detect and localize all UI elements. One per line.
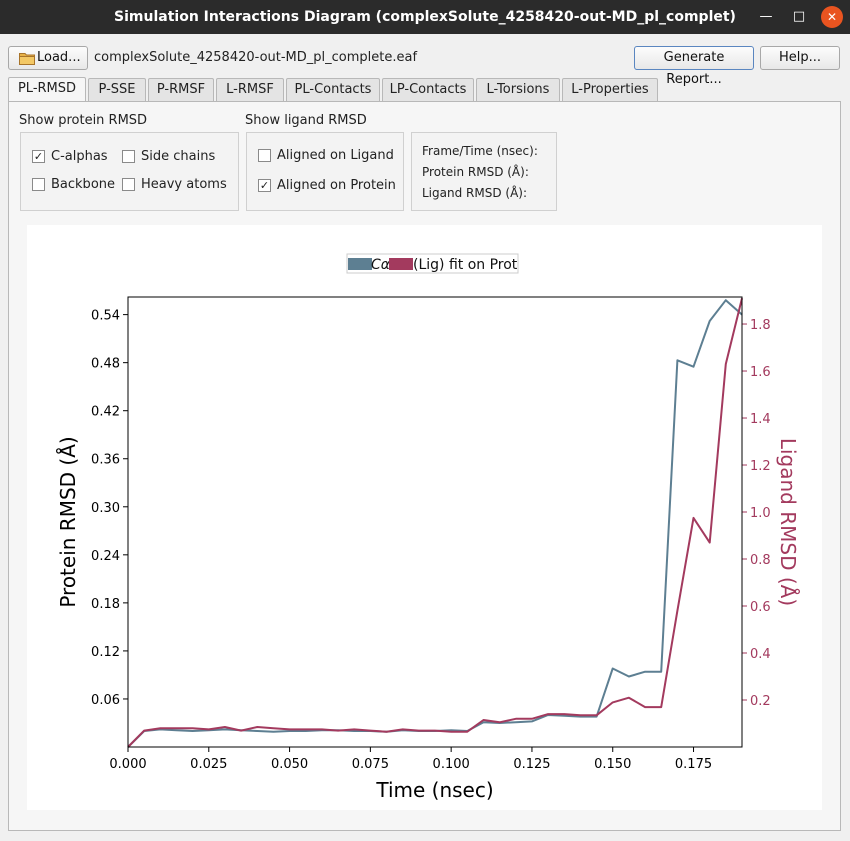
y2-tick-label: 0.2: [750, 694, 771, 709]
chart-lines: [127, 297, 743, 748]
aligned-on-ligand-checkbox[interactable]: Aligned on Ligand: [258, 148, 396, 164]
side-chains-label: Side chains: [141, 149, 216, 164]
c-alphas-label: C-alphas: [51, 149, 108, 164]
aligned-on-ligand-label: Aligned on Ligand: [277, 148, 394, 163]
pl-rmsd-panel: Show protein RMSD ✓ C-alphas Side chains…: [8, 101, 841, 831]
c-alphas-checkbox[interactable]: ✓ C-alphas: [32, 149, 122, 165]
x-tick-label: 0.175: [675, 757, 712, 772]
x-tick-label: 0.075: [352, 757, 389, 772]
help-button[interactable]: Help...: [760, 46, 840, 70]
y2-tick-label: 0.8: [750, 553, 771, 568]
title-bar: Simulation Interactions Diagram (complex…: [0, 0, 850, 34]
maximize-icon[interactable]: □: [792, 9, 806, 24]
checkmark-icon: ✓: [32, 150, 45, 163]
backbone-label: Backbone: [51, 177, 116, 192]
tab-p-rmsf[interactable]: P-RMSF: [148, 78, 214, 102]
y2-tick-label: 1.8: [750, 318, 771, 333]
plot-frame: [127, 296, 743, 748]
aligned-on-protein-label: Aligned on Protein: [277, 178, 396, 193]
y2-tick-label: 0.4: [750, 647, 771, 662]
tab-pl-contacts[interactable]: PL-Contacts: [286, 78, 380, 102]
load-button[interactable]: Load...: [8, 46, 88, 70]
x-tick-label: 0.125: [513, 757, 550, 772]
y2-tick-label: 1.2: [750, 459, 771, 474]
series-line-ligand: [127, 297, 743, 748]
generate-report-button[interactable]: Generate Report...: [634, 46, 754, 87]
minimize-icon[interactable]: —: [759, 9, 773, 24]
y-axis-label: Protein RMSD (Å): [56, 436, 80, 607]
y-tick-label: 0.36: [91, 453, 120, 468]
aligned-on-protein-checkbox[interactable]: ✓ Aligned on Protein: [258, 178, 396, 194]
y2-tick-label: 1.4: [750, 412, 771, 427]
y2-tick-label: 0.6: [750, 600, 771, 615]
chart-legend: Cα (Lig) fit on Prot: [346, 253, 519, 274]
ligand-group-label: Show ligand RMSD: [245, 113, 367, 128]
ligand-rmsd-group: Aligned on Ligand ✓ Aligned on Protein: [246, 132, 404, 211]
tab-l-rmsf[interactable]: L-RMSF: [216, 78, 284, 102]
x-tick-label: 0.100: [433, 757, 470, 772]
legend-swatch-calpha: [348, 258, 372, 270]
x-axis-label: Time (nsec): [375, 778, 493, 802]
tab-p-sse[interactable]: P-SSE: [88, 78, 146, 102]
checkmark-icon: ✓: [258, 179, 271, 192]
rmsd-chart: Cα (Lig) fit on Prot 0.000 0.025 0.050 0.07…: [56, 253, 800, 802]
readout-group: Frame/Time (nsec): Protein RMSD (Å): Lig…: [411, 132, 557, 211]
heavy-atoms-checkbox[interactable]: Heavy atoms: [122, 177, 227, 193]
side-chains-checkbox[interactable]: Side chains: [122, 149, 222, 165]
y2-axis-label: Ligand RMSD (Å): [776, 438, 800, 606]
chart-axes: 0.000 0.025 0.050 0.075 0.100 0.125 0.150 0.175…: [91, 309, 771, 772]
protein-group-label: Show protein RMSD: [19, 113, 148, 128]
legend-label-calpha: Cα: [371, 257, 391, 273]
backbone-checkbox[interactable]: Backbone: [32, 177, 122, 193]
folder-icon: [19, 53, 35, 65]
file-name: complexSolute_4258420-out-MD_pl_complete…: [94, 50, 418, 65]
x-tick-label: 0.025: [190, 757, 227, 772]
tab-lp-contacts[interactable]: LP-Contacts: [382, 78, 474, 102]
y-tick-label: 0.42: [91, 405, 120, 420]
series-line-calpha: [127, 299, 743, 748]
y-tick-label: 0.12: [91, 645, 120, 660]
heavy-atoms-label: Heavy atoms: [141, 177, 227, 192]
y-tick-label: 0.54: [91, 309, 120, 324]
ligand-rmsd-readout: Ligand RMSD (Å):: [422, 186, 528, 200]
tab-pl-rmsd[interactable]: PL-RMSD: [8, 77, 86, 102]
y2-tick-label: 1.0: [750, 506, 771, 521]
y-tick-label: 0.18: [91, 597, 120, 612]
rmsd-plot-area: Cα (Lig) fit on Prot 0.000 0.025 0.050 0.07…: [27, 225, 822, 810]
y-tick-label: 0.24: [91, 549, 120, 564]
load-button-label: Load...: [37, 50, 81, 65]
x-tick-label: 0.050: [271, 757, 308, 772]
y2-tick-label: 1.6: [750, 365, 771, 380]
protein-rmsd-readout: Protein RMSD (Å):: [422, 165, 529, 179]
legend-swatch-ligand: [389, 258, 413, 270]
tab-l-torsions[interactable]: L-Torsions: [476, 78, 560, 102]
y-tick-label: 0.06: [91, 693, 120, 708]
window-title: Simulation Interactions Diagram (complex…: [114, 9, 736, 25]
frame-time-readout: Frame/Time (nsec):: [422, 144, 538, 158]
y-tick-label: 0.30: [91, 501, 120, 516]
x-tick-label: 0.150: [594, 757, 631, 772]
close-icon[interactable]: ✕: [821, 6, 843, 28]
protein-rmsd-group: ✓ C-alphas Side chains Backbone Heavy at…: [20, 132, 239, 211]
y-tick-label: 0.48: [91, 357, 120, 372]
x-tick-label: 0.000: [109, 757, 146, 772]
legend-label-ligand: (Lig) fit on Prot: [413, 257, 518, 273]
tab-l-properties[interactable]: L-Properties: [562, 78, 658, 102]
